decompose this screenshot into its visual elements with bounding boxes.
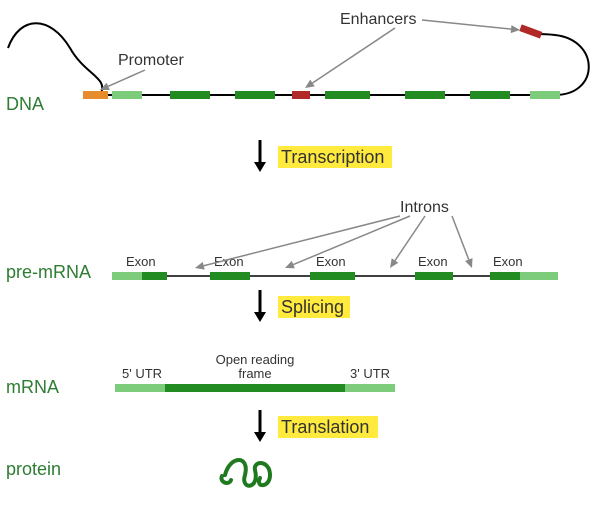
mrna-seg — [165, 384, 345, 392]
premrna-seg — [415, 272, 453, 280]
utr3-label: 3' UTR — [350, 366, 390, 381]
exon-seg — [235, 91, 275, 99]
introns-label: Introns — [400, 199, 449, 216]
exon-seg — [112, 91, 142, 99]
exon-label: Exon — [126, 254, 156, 269]
exon-seg — [470, 91, 510, 99]
exon-label: Exon — [493, 254, 523, 269]
exon-seg — [530, 91, 560, 99]
stage-label: mRNA — [6, 377, 59, 397]
premrna-seg — [142, 272, 167, 280]
exon-label: Exon — [418, 254, 448, 269]
step-label-splicing: Splicing — [281, 297, 344, 317]
premrna-seg — [490, 272, 520, 280]
premrna-seg — [112, 272, 142, 280]
enhancers-label: Enhancers — [340, 11, 417, 28]
orf-label: Open reading — [216, 352, 295, 367]
stage-label: protein — [6, 459, 61, 479]
orf-label: frame — [238, 366, 271, 381]
utr5-label: 5' UTR — [122, 366, 162, 381]
stage-label: pre-mRNA — [6, 262, 91, 282]
premrna-seg — [210, 272, 250, 280]
premrna-seg — [520, 272, 558, 280]
exon-seg — [325, 91, 370, 99]
step-label-translation: Translation — [281, 417, 369, 437]
step-label-transcription: Transcription — [281, 147, 384, 167]
stage-label: DNA — [6, 94, 44, 114]
premrna-seg — [310, 272, 355, 280]
exon-seg — [170, 91, 210, 99]
mrna-seg — [345, 384, 395, 392]
promoter-seg — [83, 91, 108, 99]
enhancer-seg — [292, 91, 310, 99]
mrna-seg — [115, 384, 165, 392]
exon-label: Exon — [316, 254, 346, 269]
promoter-label: Promoter — [118, 52, 184, 69]
exon-seg — [405, 91, 445, 99]
